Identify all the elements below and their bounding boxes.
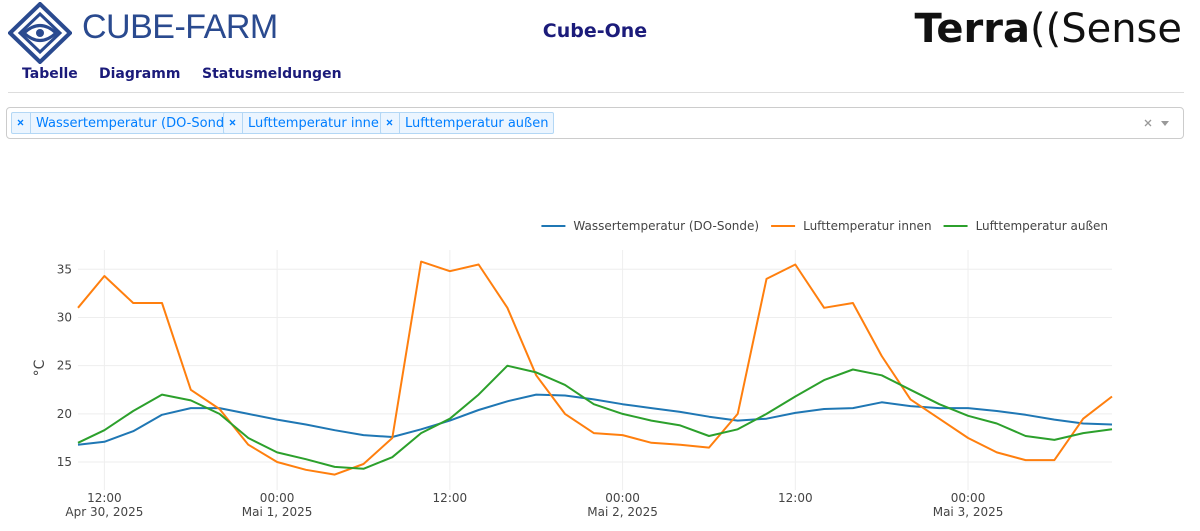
legend-label: Lufttemperatur außen xyxy=(976,219,1108,233)
chip-label: Wassertemperatur (DO-Sonde) xyxy=(36,116,238,131)
brand-bold: Terra xyxy=(914,6,1030,52)
chip-remove[interactable] xyxy=(224,113,243,133)
x-tick-label: 12:00 xyxy=(778,491,813,505)
y-tick-label: 15 xyxy=(57,455,72,469)
series-line xyxy=(77,364,1113,470)
chip-label: Lufttemperatur innen xyxy=(248,116,388,131)
chip-remove[interactable] xyxy=(381,113,400,133)
chip[interactable]: Lufttemperatur außen xyxy=(380,112,555,134)
x-tick-label: 12:00 Apr 30, 2025 xyxy=(65,491,144,519)
tab-bar: Tabelle Diagramm Statusmeldungen xyxy=(8,56,1184,93)
chip[interactable]: Lufttemperatur innen xyxy=(223,112,394,134)
y-tick-label: 30 xyxy=(57,310,72,324)
series-line xyxy=(77,260,1113,476)
chip-label: Lufttemperatur außen xyxy=(405,116,549,131)
y-tick-label: 20 xyxy=(57,407,72,421)
brand: Terra((Sense xyxy=(914,6,1182,52)
logo-text: CUBE-FARM xyxy=(82,8,278,46)
legend-label: Wassertemperatur (DO-Sonde) xyxy=(573,219,759,233)
x-tick-label: 00:00 Mai 2, 2025 xyxy=(587,491,658,519)
x-tick-label: 00:00 Mai 1, 2025 xyxy=(241,491,313,519)
x-tick-label: 12:00 xyxy=(432,491,468,505)
tab[interactable]: Diagramm xyxy=(99,66,181,82)
y-axis-title: °C xyxy=(32,359,48,376)
page-title: Cube-One xyxy=(542,20,648,42)
brand-rest: ((Sense xyxy=(1029,6,1182,52)
legend-label: Lufttemperatur innen xyxy=(803,219,931,233)
x-tick-label: 00:00 Mai 3, 2025 xyxy=(932,491,1004,519)
series-line xyxy=(77,393,1113,446)
y-tick-label: 25 xyxy=(57,359,72,373)
logo-icon xyxy=(8,2,72,64)
chip[interactable]: Wassertemperatur (DO-Sonde) xyxy=(11,112,244,134)
select-controls[interactable] xyxy=(1143,116,1177,132)
tab[interactable]: Tabelle xyxy=(22,66,78,82)
y-tick-label: 35 xyxy=(57,262,72,276)
chip-remove[interactable] xyxy=(12,113,31,133)
series-select[interactable]: Wassertemperatur (DO-Sonde) Lufttemperat… xyxy=(6,107,1184,139)
tab[interactable]: Statusmeldungen xyxy=(202,66,342,82)
